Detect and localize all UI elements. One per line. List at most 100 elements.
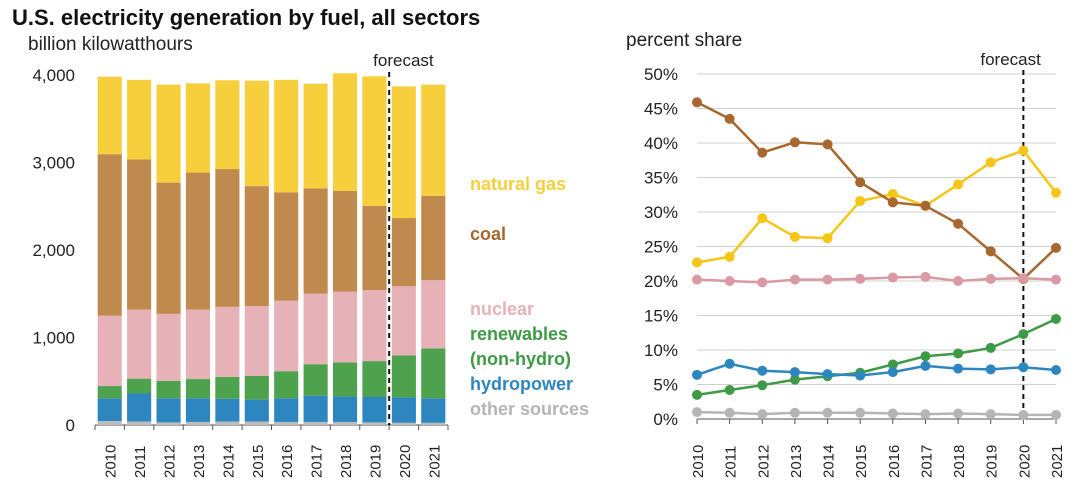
bar-segment-coal (421, 195, 446, 281)
point-nuclear (692, 274, 702, 285)
bar-segment-natural-gas (215, 80, 240, 170)
bar-segment-other-sources (215, 421, 240, 425)
line-coal (696, 101, 1057, 281)
line-other-sources (696, 410, 1056, 417)
legend-label: natural gas (470, 174, 566, 194)
point-other-sources (887, 408, 898, 419)
point-nuclear (757, 277, 768, 288)
bar-segment-hydropower (156, 398, 181, 423)
bar-segment-other-sources (332, 421, 358, 425)
point-natural-gas (724, 251, 735, 262)
right-y-tick-label: 10% (644, 341, 678, 360)
point-coal (1051, 242, 1061, 253)
bar-segment-renewables-non-hydro (156, 380, 181, 399)
bar-segment-other-sources (421, 422, 446, 425)
left-x-tick-label: 2014 (220, 445, 237, 478)
left-y-tick-label: 2,000 (32, 241, 75, 260)
right-y-tick-label: 35% (644, 169, 678, 188)
bar-segment-other-sources (97, 421, 122, 425)
point-nuclear (985, 273, 996, 284)
bar-segment-other-sources (362, 422, 387, 425)
bar-segment-other-sources (127, 421, 152, 425)
point-other-sources (822, 407, 833, 418)
right-x-tick-label: 2015 (853, 445, 870, 478)
bar-segment-renewables-non-hydro (244, 376, 269, 400)
bar-segment-other-sources (156, 422, 181, 425)
right-y-tick-label: 15% (644, 307, 678, 326)
point-hydropower (855, 370, 866, 381)
bar-segment-hydropower (421, 398, 446, 423)
bar-segment-coal (332, 190, 358, 292)
bar-segment-natural-gas (303, 83, 328, 189)
bar-segment-nuclear (244, 306, 269, 376)
right-y-tick-label: 50% (644, 65, 678, 84)
point-hydropower (920, 360, 931, 371)
bar-segment-renewables-non-hydro (274, 371, 299, 399)
right-y-tick-label: 45% (644, 100, 678, 119)
bar-segment-renewables-non-hydro (185, 379, 211, 399)
right-x-tick-label: 2011 (723, 446, 740, 478)
bar-segment-coal (244, 186, 269, 306)
right-x-tick-label: 2012 (755, 445, 772, 478)
point-hydropower (985, 364, 996, 375)
point-other-sources (855, 407, 866, 418)
line-renewables-non-hydro (696, 317, 1057, 397)
bar-segment-natural-gas (244, 80, 269, 187)
bar-segment-coal (97, 154, 122, 316)
bar-segment-natural-gas (274, 79, 299, 193)
legend-label: nuclear (470, 299, 534, 319)
point-nuclear (724, 276, 735, 286)
bar-segment-natural-gas (97, 76, 122, 155)
right-x-tick-label: 2019 (984, 445, 1001, 478)
point-coal (855, 177, 866, 188)
right-x-tick-label: 2017 (918, 445, 935, 478)
point-natural-gas (887, 189, 898, 200)
line-natural-gas (696, 149, 1057, 264)
point-coal (757, 147, 768, 158)
right-x-axis: 2010 2011 2012 2013 2014 2015 2016 2017 2018 2019… (690, 419, 1066, 478)
right-y-tick-label: 30% (644, 203, 678, 222)
bar-segment-coal (185, 172, 211, 310)
left-y-axis: 0 1,000 2,000 3,000 4,000 (32, 66, 448, 435)
bar-segment-nuclear (391, 286, 416, 356)
point-coal (692, 97, 702, 108)
left-x-tick-label: 2016 (279, 445, 296, 478)
right-forecast-label: forecast (980, 50, 1041, 69)
point-other-sources (1051, 409, 1061, 420)
left-x-tick-label: 2019 (367, 445, 384, 478)
point-coal (953, 218, 964, 229)
point-natural-gas (822, 233, 833, 244)
left-x-tick-label: 2020 (397, 445, 414, 478)
right-chart-area: 0% 5% 10% 15% 20% 25% 30% 35% 40% 45% 50% 2010 2011… (644, 50, 1066, 478)
bar-segment-nuclear (303, 293, 328, 365)
point-hydropower (1018, 362, 1029, 373)
left-x-tick-label: 2021 (426, 445, 443, 478)
point-coal (822, 139, 833, 150)
stacked-bars (97, 73, 446, 425)
bar-segment-hydropower (274, 398, 299, 422)
right-y-tick-label: 0% (653, 410, 678, 429)
point-nuclear (822, 274, 833, 285)
right-x-tick-label: 2021 (1049, 445, 1066, 478)
right-x-tick-label: 2014 (821, 445, 838, 478)
bar-segment-nuclear (185, 309, 211, 380)
point-nuclear (789, 274, 800, 285)
left-x-tick-label: 2013 (191, 445, 208, 478)
point-nuclear (953, 276, 964, 286)
left-forecast-label: forecast (373, 51, 434, 70)
bar-segment-renewables-non-hydro (215, 376, 240, 399)
point-nuclear (855, 273, 866, 284)
point-hydropower (822, 369, 833, 380)
bar-segment-coal (391, 218, 416, 287)
left-x-tick-label: 2015 (250, 445, 267, 478)
share-lines (692, 97, 1061, 420)
bar-segment-other-sources (391, 422, 416, 425)
left-x-axis: 2010 2011 2012 2013 2014 2015 2016 2017 2018 2019… (94, 425, 449, 478)
point-other-sources (1018, 409, 1029, 420)
point-natural-gas (1018, 145, 1029, 156)
left-y-tick-label: 3,000 (32, 154, 75, 173)
bar-segment-renewables-non-hydro (303, 364, 328, 396)
point-other-sources (724, 407, 735, 418)
bar-segment-nuclear (97, 315, 122, 387)
